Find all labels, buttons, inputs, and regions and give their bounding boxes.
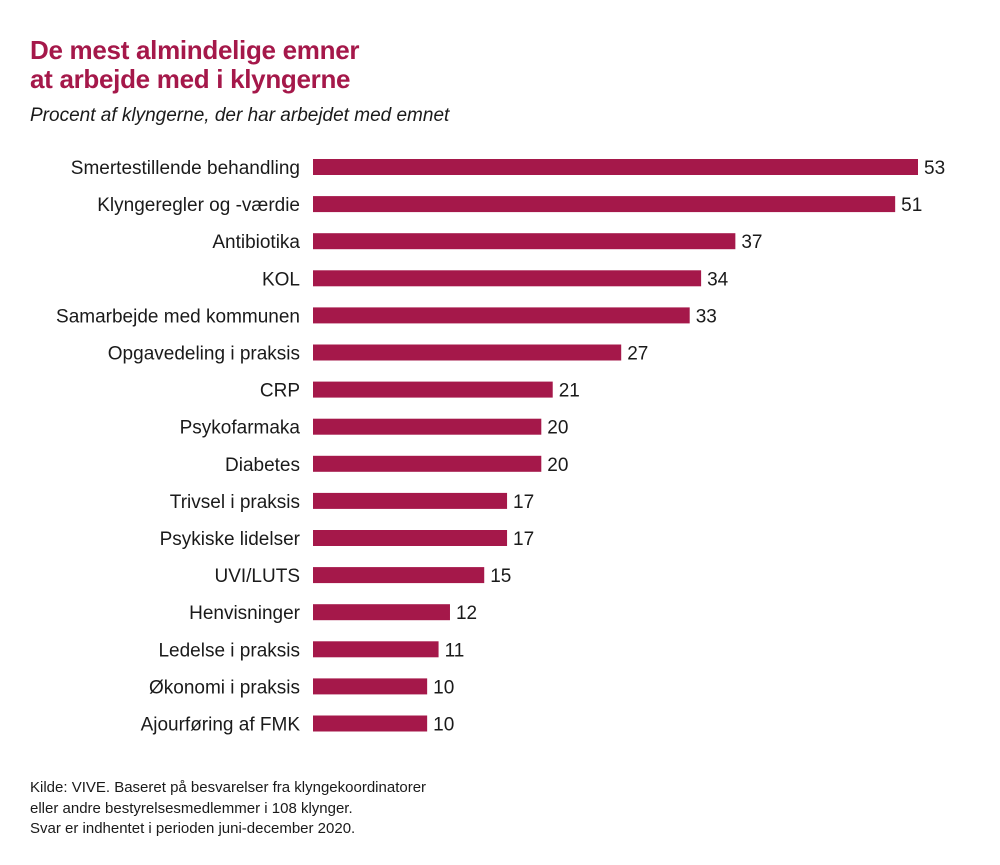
bar xyxy=(313,492,508,509)
bar xyxy=(313,307,690,324)
category-label: CRP xyxy=(260,381,300,402)
source-note-line-2: eller andre bestyrelsesmedlemmer i 108 k… xyxy=(30,799,353,817)
value-label: 27 xyxy=(627,344,648,365)
value-label: 51 xyxy=(901,195,922,216)
value-label: 20 xyxy=(547,455,568,476)
category-label: Diabetes xyxy=(225,455,300,476)
bar xyxy=(313,567,485,584)
source-note-line-1: Kilde: VIVE. Baseret på besvarelser fra … xyxy=(30,779,427,796)
value-label: 10 xyxy=(433,677,454,698)
category-label: Ajourføring af FMK xyxy=(141,715,301,736)
bar xyxy=(313,641,439,658)
bar xyxy=(313,159,918,175)
source-note-line-3: Svar er indhentet i perioden juni-decemb… xyxy=(30,820,356,837)
bar xyxy=(313,270,702,287)
category-label: Samarbejde med kommunen xyxy=(56,306,300,327)
category-label: Trivsel i praksis xyxy=(170,492,300,513)
value-label: 53 xyxy=(924,158,945,179)
category-label: Henvisninger xyxy=(189,603,301,624)
category-label: Antibiotika xyxy=(212,232,300,253)
chart-title: De mest almindelige emner at arbejde med… xyxy=(30,36,359,94)
value-label: 21 xyxy=(559,381,580,402)
bar xyxy=(313,530,508,546)
value-label: 12 xyxy=(456,603,477,624)
category-label: Opgavedeling i praksis xyxy=(108,344,300,365)
chart-title-line-1: De mest almindelige emner xyxy=(30,35,360,65)
value-label: 20 xyxy=(547,418,568,439)
bar xyxy=(313,233,736,250)
category-label: Smertestillende behandling xyxy=(71,158,300,179)
value-label: 15 xyxy=(490,566,511,587)
category-label: KOL xyxy=(262,269,300,290)
bar xyxy=(313,381,553,398)
bar xyxy=(313,418,542,435)
value-label: 37 xyxy=(741,232,762,253)
value-label: 11 xyxy=(445,640,465,661)
value-label: 34 xyxy=(707,269,729,290)
bar xyxy=(313,196,896,213)
category-label: Psykiske lidelser xyxy=(160,529,301,550)
category-label: Ledelse i praksis xyxy=(158,640,300,661)
bar xyxy=(313,344,622,361)
source-note: Kilde: VIVE. Baseret på besvarelser fra … xyxy=(30,778,426,840)
bar xyxy=(313,678,428,695)
value-label: 33 xyxy=(696,306,717,327)
bar xyxy=(313,715,428,732)
category-label: UVI/LUTS xyxy=(214,566,300,587)
chart-title-line-2: at arbejde med i klyngerne xyxy=(30,64,351,94)
category-label: Klyngeregler og -værdie xyxy=(97,195,300,216)
value-label: 17 xyxy=(513,529,534,550)
bar xyxy=(313,455,542,472)
bar xyxy=(313,604,450,621)
category-label: Økonomi i praksis xyxy=(149,677,300,698)
value-label: 10 xyxy=(433,715,454,736)
category-label: Psykofarmaka xyxy=(180,418,301,439)
chart-subtitle: Procent af klyngerne, der har arbejdet m… xyxy=(30,105,450,126)
value-label: 17 xyxy=(513,492,534,513)
